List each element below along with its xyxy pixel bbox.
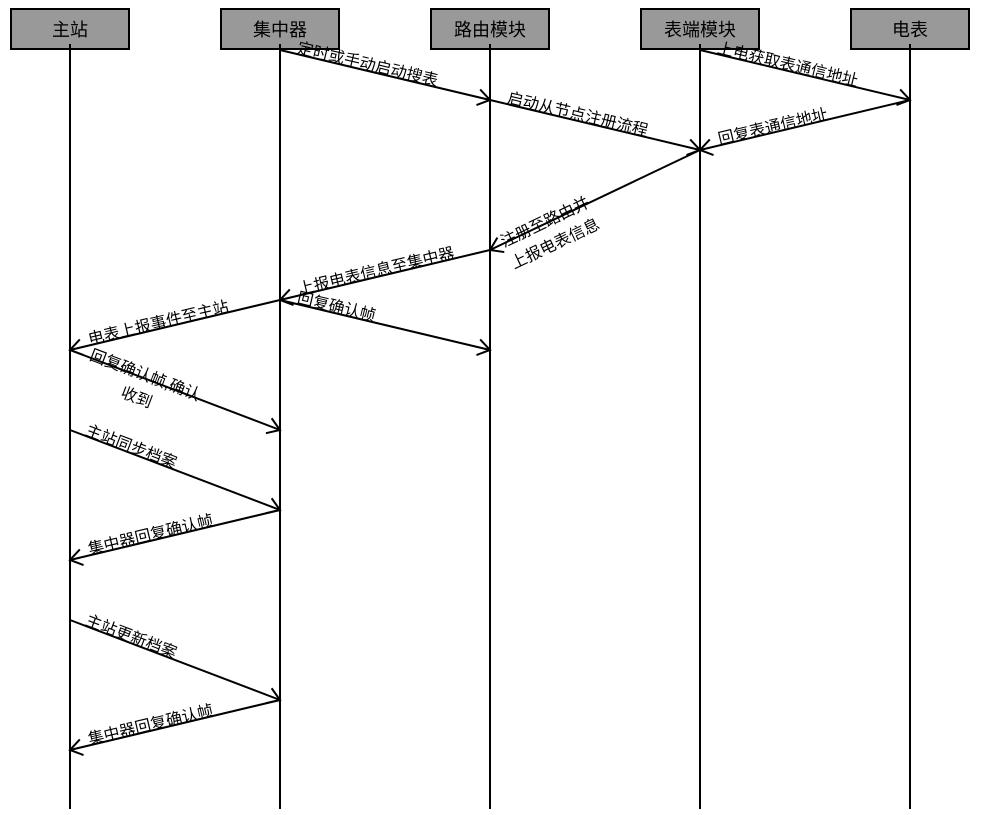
message-label-0: 上电获取表通信地址 xyxy=(715,34,861,91)
lifeline-conc xyxy=(279,44,281,809)
message-label-1: 定时或手动启动搜表 xyxy=(295,34,441,91)
message-label-4: 注册至路由并上报电表信息 xyxy=(496,189,603,274)
message-label-10: 集中器回复确认帧 xyxy=(85,507,215,560)
message-label-12: 集中器回复确认帧 xyxy=(85,697,215,750)
message-label-2: 启动从节点注册流程 xyxy=(505,84,651,141)
lifeline-meter xyxy=(909,44,911,809)
message-label-8: 回复确认帧,确认收到 xyxy=(78,342,204,428)
message-label-6: 电表上报事件至主站 xyxy=(85,293,231,350)
lifeline-term xyxy=(699,44,701,809)
message-label-11: 主站更新档案 xyxy=(83,607,181,664)
message-label-3: 回复表通信地址 xyxy=(715,100,830,149)
lifeline-router xyxy=(489,44,491,809)
message-label-9: 主站同步档案 xyxy=(83,417,181,474)
lifeline-master xyxy=(69,44,71,809)
